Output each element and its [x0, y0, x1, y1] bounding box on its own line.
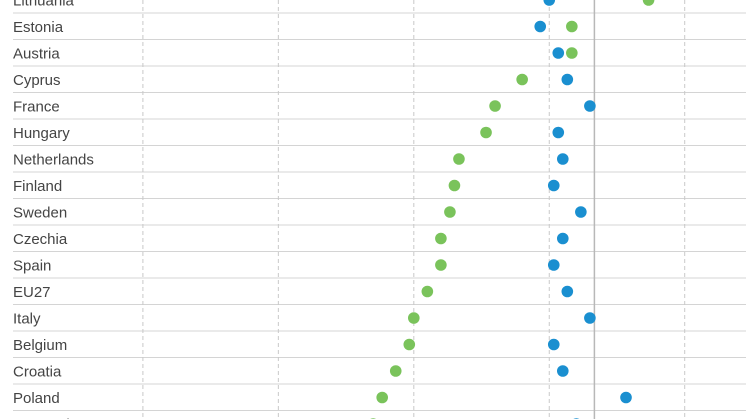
blue-point: [575, 206, 587, 218]
blue-point: [547, 338, 560, 351]
blue-point: [547, 259, 560, 271]
blue-point: [556, 365, 569, 377]
green-point: [408, 312, 420, 324]
green-point: [480, 126, 492, 139]
country-label: Spain: [13, 258, 51, 275]
blue-point: [552, 47, 565, 59]
country-label: Estonia: [13, 19, 64, 36]
blue-point: [584, 312, 596, 324]
green-point: [403, 338, 416, 351]
vertical-gridlines: [142, 0, 686, 419]
country-label: EU27: [13, 284, 51, 301]
country-label: Cyprus: [13, 72, 61, 89]
country-label: Hungary: [13, 125, 70, 142]
blue-point: [547, 179, 560, 192]
country-label: Finland: [13, 178, 62, 195]
green-point: [516, 73, 528, 86]
green-point: [642, 0, 655, 6]
country-label: Italy: [13, 311, 41, 328]
green-point: [389, 365, 402, 377]
country-label: Poland: [13, 390, 60, 407]
blue-point: [552, 126, 565, 139]
country-label: Netherlands: [13, 152, 94, 169]
country-label: Croatia: [13, 364, 62, 381]
blue-point: [556, 232, 569, 245]
country-labels: Lithuania Estonia Austria Cyprus France Hunga…: [13, 0, 94, 419]
country-label: Belgium: [13, 337, 67, 354]
green-point: [444, 206, 456, 218]
country-label: France: [13, 99, 60, 116]
green-point: [566, 20, 578, 33]
blue-point: [561, 73, 574, 86]
row-lines: [13, 12, 746, 411]
blue-point: [561, 285, 574, 298]
blue-point: [584, 100, 596, 112]
country-label: Czechia: [13, 231, 68, 248]
green-point: [453, 153, 465, 165]
blue-point: [556, 153, 569, 165]
green-point: [448, 179, 461, 192]
green-point: [489, 100, 501, 112]
country-label: Sweden: [13, 205, 67, 222]
green-point: [566, 47, 578, 59]
green-point: [435, 259, 447, 271]
country-label: Lithuania: [13, 0, 75, 10]
blue-point: [534, 20, 547, 33]
green-point: [421, 285, 434, 298]
country-label: Denmark: [13, 417, 74, 419]
data-points: [370, 0, 655, 419]
blue-point: [543, 0, 556, 6]
country-label: Austria: [13, 46, 60, 63]
blue-point: [620, 391, 632, 404]
green-point: [376, 391, 388, 404]
green-point: [435, 232, 447, 245]
